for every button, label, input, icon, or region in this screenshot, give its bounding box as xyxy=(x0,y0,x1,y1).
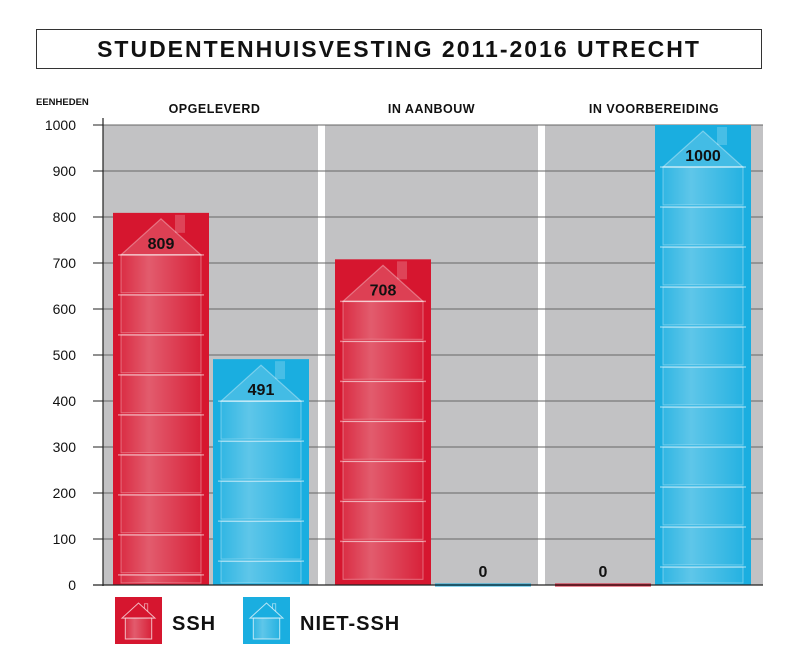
y-tick-label: 900 xyxy=(53,163,77,179)
category-label: IN AANBOUW xyxy=(388,102,475,116)
legend-label-ssh: SSH xyxy=(172,613,216,635)
chart-title: STUDENTENHUISVESTING 2011-2016 UTRECHT xyxy=(36,29,762,69)
y-tick-label: 400 xyxy=(53,393,77,409)
house-icon xyxy=(248,602,285,640)
y-tick-label: 800 xyxy=(53,209,77,225)
data-label: 1000 xyxy=(685,148,721,165)
y-axis-unit-label: EENHEDEN xyxy=(36,97,89,108)
y-tick-label: 0 xyxy=(68,577,76,593)
legend-label-niet-ssh: NIET-SSH xyxy=(300,613,400,635)
house-shine xyxy=(253,618,280,639)
y-tick-label: 600 xyxy=(53,301,77,317)
y-tick-label: 100 xyxy=(53,531,77,547)
y-tick-label: 700 xyxy=(53,255,77,271)
bar-ssh-opgeleverd xyxy=(113,212,209,586)
house-shine xyxy=(125,618,152,639)
category-label: OPGELEVERD xyxy=(169,102,261,116)
data-label: 708 xyxy=(370,282,397,299)
bar-ssh-in-aanbouw xyxy=(335,259,431,585)
y-tick-label: 200 xyxy=(53,485,77,501)
y-tick-label: 300 xyxy=(53,439,77,455)
house-icon xyxy=(120,602,157,640)
data-label: 809 xyxy=(148,236,175,253)
data-label: 0 xyxy=(599,564,608,581)
data-label: 491 xyxy=(248,382,275,399)
category-label: IN VOORBEREIDING xyxy=(589,102,719,116)
y-tick-label: 1000 xyxy=(45,117,76,133)
bar-niet-ssh-in-voorbereiding xyxy=(655,125,751,585)
y-tick-label: 500 xyxy=(53,347,77,363)
data-label: 0 xyxy=(479,564,488,581)
